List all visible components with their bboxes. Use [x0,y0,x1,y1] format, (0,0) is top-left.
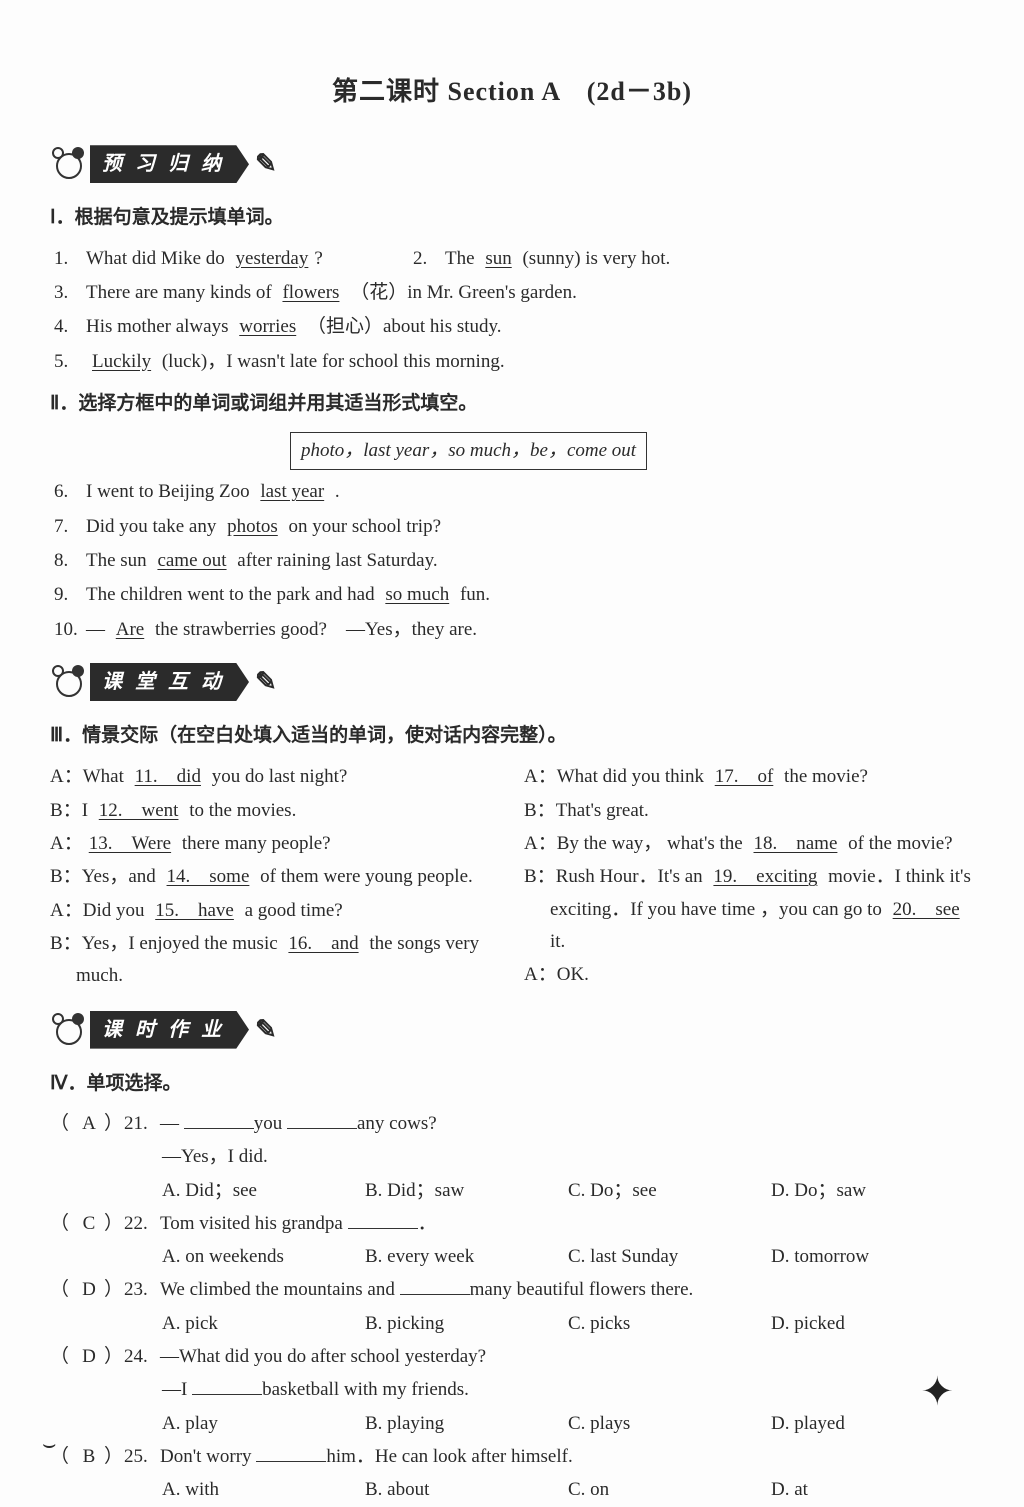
section-II-head: Ⅱ．选择方框中的单词或词组并用其适当形式填空。 [50,388,974,420]
dialogue: A：What 11. did you do last night? B：I 12… [50,760,974,993]
bear-icon [50,1013,86,1047]
dialogue-left: A：What 11. did you do last night? B：I 12… [50,760,500,993]
mc-25: （B） 25. Don't worry him．He can look afte… [50,1441,974,1473]
mc-23: （D） 23. We climbed the mountains and man… [50,1274,974,1306]
mc-24-line2: —I basketball with my friends. [50,1374,974,1406]
star-icon: ✦ [920,1358,954,1426]
q5: 5.Luckily (luck)，I wasn't late for schoo… [50,346,974,378]
section-III-head: Ⅲ．情景交际（在空白处填入适当的单词，使对话内容完整）。 [50,720,974,752]
mc-25-opts: A. withB. aboutC. onD. at [50,1474,974,1506]
q7: 7.Did you take any photos on your school… [50,511,974,543]
mc-23-opts: A. pickB. pickingC. picksD. picked [50,1308,974,1340]
arrow-icon: ✎ [255,660,277,704]
q9: 9.The children went to the park and had … [50,579,974,611]
q1: 1.What did Mike do yesterday? 2.The sun … [50,243,974,275]
page-title: 第二课时 Section A (2d－3b) [50,70,974,114]
banner-homework: 课 时 作 业 ✎ [50,1008,974,1052]
banner-label-1: 预 习 归 纳 [90,145,249,183]
mc-21-line2: —Yes，I did. [50,1141,974,1173]
mc-22-opts: A. on weekendsB. every weekC. last Sunda… [50,1241,974,1273]
q4: 4.His mother always worries （担心）about hi… [50,311,974,343]
section-IV-head: Ⅳ．单项选择。 [50,1068,974,1100]
bear-icon [50,665,86,699]
mc-21-opts: A. Did；seeB. Did；sawC. Do；seeD. Do；saw [50,1175,974,1207]
bear-icon [50,147,86,181]
q8: 8.The sun came out after raining last Sa… [50,545,974,577]
arrow-icon: ✎ [255,1008,277,1052]
q3: 3.There are many kinds of flowers （花）in … [50,277,974,309]
banner-preview: 预 习 归 纳 ✎ [50,142,974,186]
arrow-icon: ✎ [255,142,277,186]
corner-mark: ⌣ [42,1425,56,1462]
banner-classroom: 课 堂 互 动 ✎ [50,660,974,704]
banner-label-3: 课 时 作 业 [90,1011,249,1049]
mc-24: （D） 24. —What did you do after school ye… [50,1341,974,1373]
q6: 6.I went to Beijing Zoo last year . [50,476,974,508]
word-box: photo，last year，so much，be，come out [290,432,647,470]
mc-24-opts: A. playB. playingC. playsD. played [50,1408,974,1440]
mc-21: （A） 21. — you any cows? [50,1108,974,1140]
mc-22: （C） 22. Tom visited his grandpa ． [50,1208,974,1240]
dialogue-right: A：What did you think 17. of the movie? B… [524,760,974,993]
section-I-head: Ⅰ．根据句意及提示填单词。 [50,202,974,234]
q10: 10.— Are the strawberries good? —Yes，the… [50,614,974,646]
banner-label-2: 课 堂 互 动 [90,663,249,701]
